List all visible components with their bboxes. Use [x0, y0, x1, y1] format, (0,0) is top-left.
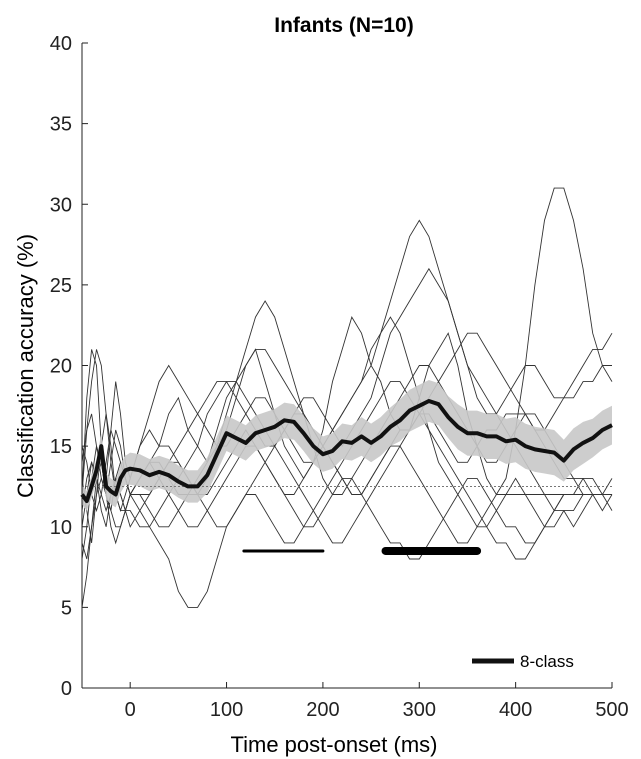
legend: 8-class: [472, 652, 574, 671]
subject-line-3: [81, 219, 613, 560]
subject-line-10: [81, 445, 613, 608]
y-tick-label-5: 5: [61, 597, 72, 619]
y-tick-label-15: 15: [50, 436, 72, 458]
y-tick-label-35: 35: [50, 114, 72, 136]
y-tick-label-25: 25: [50, 275, 72, 297]
x-axis-label: Time post-onset (ms): [230, 732, 437, 757]
legend-label-8-class: 8-class: [520, 652, 574, 671]
mean-confidence-band: [82, 380, 612, 511]
x-tick-label-400: 400: [499, 699, 532, 721]
y-axis-label: Classification accuracy (%): [13, 234, 38, 498]
y-tick-label-10: 10: [50, 517, 72, 539]
x-tick-label-0: 0: [125, 699, 136, 721]
subject-line-6: [81, 332, 612, 544]
chart-title: Infants (N=10): [274, 14, 413, 37]
ticks: 0 100 200 300 400 500 0 5 10 15 20 25 30 35 40: [50, 33, 629, 721]
y-tick-label-0: 0: [61, 678, 72, 700]
plot-area: [80, 187, 613, 608]
x-tick-label-500: 500: [595, 699, 628, 721]
x-tick-label-300: 300: [403, 699, 436, 721]
mean-accuracy-line: [80, 399, 613, 503]
x-tick-label-200: 200: [306, 699, 339, 721]
y-tick-label-30: 30: [50, 194, 72, 216]
x-tick-label-100: 100: [210, 699, 243, 721]
y-tick-label-40: 40: [50, 33, 72, 55]
y-tick-label-20: 20: [50, 356, 72, 378]
